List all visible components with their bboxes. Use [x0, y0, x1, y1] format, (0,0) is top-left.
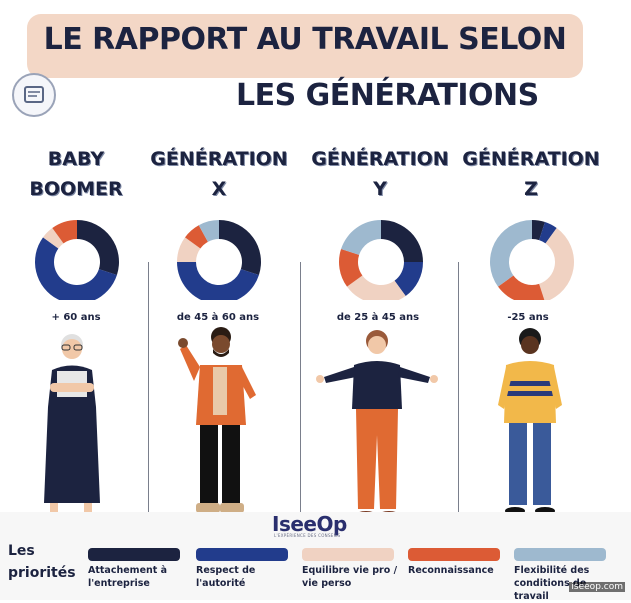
generation-heading-baby-boomer: BABY BOOMER: [29, 148, 123, 200]
legend-swatch: [196, 548, 288, 561]
donut-slice: [339, 249, 363, 287]
legend-item: Attachement à l'entreprise: [88, 548, 184, 590]
donut-slice: [489, 220, 532, 287]
brand-logo: IseeOp: [272, 512, 347, 536]
legend-item: Flexibilité des conditions de travail: [514, 548, 610, 603]
legend-label: Attachement à l'entreprise: [88, 565, 168, 589]
legend-swatch: [408, 548, 500, 561]
donut-slice: [77, 220, 119, 275]
legend-label: Equilibre vie pro / vie perso: [302, 565, 398, 589]
donut-slice: [381, 220, 423, 262]
generation-heading-y: GÉNÉRATION Y: [311, 148, 449, 200]
title-banner: [27, 14, 583, 78]
legend-swatch: [514, 548, 606, 561]
donut-slice: [35, 237, 117, 300]
donut-slice: [177, 262, 259, 300]
donut-slice: [185, 225, 208, 249]
column-divider: [300, 262, 301, 512]
legend-item: Respect de l'autorité: [196, 548, 292, 590]
donut-slice: [539, 228, 574, 300]
age-label: -25 ans: [507, 312, 549, 323]
generation-y-figure: [316, 330, 438, 519]
generation-z-figure: [498, 328, 562, 515]
donut-slice: [347, 275, 406, 300]
legend-item: Reconnaissance: [408, 548, 504, 577]
page-title: LE RAPPORT AU TRAVAIL SELON: [43, 22, 567, 57]
column-divider: [458, 262, 459, 512]
donut-slice: [532, 220, 545, 241]
page-subtitle: LES GÉNÉRATIONS: [236, 78, 539, 113]
donut-slice: [394, 262, 423, 296]
legend-label: Reconnaissance: [408, 565, 494, 576]
donut-slice: [52, 220, 77, 244]
legend-item: Equilibre vie pro / vie perso: [302, 548, 398, 590]
donut-slice: [177, 237, 201, 262]
generation-x-figure: [178, 327, 256, 513]
legend-label: Respect de l'autorité: [196, 565, 256, 589]
column-divider: [148, 262, 149, 512]
legend-swatch: [88, 548, 180, 561]
legend-label: Flexibilité des conditions de travail: [514, 565, 590, 602]
logo-badge-icon: [12, 73, 56, 117]
donut-slice: [219, 220, 261, 275]
donut-slice: [498, 275, 545, 300]
age-label: + 60 ans: [51, 312, 101, 323]
watermark: iseeop.com: [569, 582, 625, 592]
donut-charts: [35, 220, 574, 300]
legend-swatch: [302, 548, 394, 561]
donut-slice: [198, 220, 219, 242]
age-label: de 45 à 60 ans: [176, 312, 260, 323]
generation-heading-x: GÉNÉRATION X: [150, 148, 288, 200]
people-illustrations: [44, 327, 562, 522]
generation-heading-z: GÉNÉRATION Z: [462, 148, 600, 200]
donut-slice: [43, 228, 64, 249]
baby-boomer-figure: [44, 334, 100, 522]
legend-title: Les priorités: [8, 543, 76, 581]
donut-slice: [341, 220, 381, 255]
donut-slice: [539, 222, 557, 244]
age-label: de 25 à 45 ans: [336, 312, 420, 323]
brand-tagline: L'EXPÉRIENCE DES CONSEILS: [274, 533, 341, 538]
